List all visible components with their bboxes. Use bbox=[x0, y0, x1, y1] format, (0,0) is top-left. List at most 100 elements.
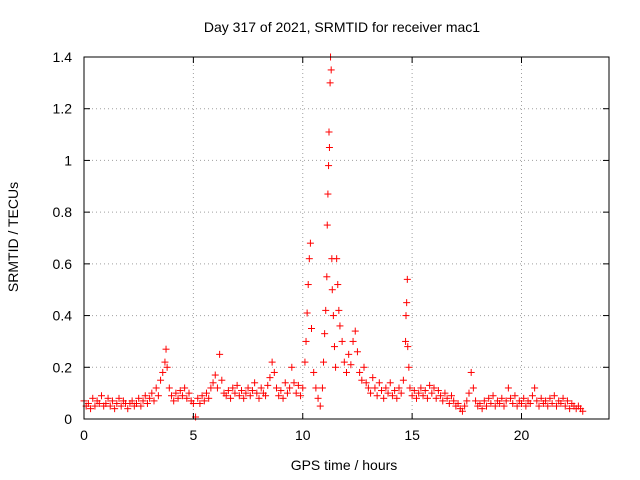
data-point bbox=[426, 381, 434, 389]
data-point bbox=[294, 381, 302, 389]
data-point bbox=[231, 389, 239, 397]
data-point bbox=[318, 384, 326, 392]
data-point bbox=[402, 312, 410, 320]
data-point bbox=[108, 397, 116, 405]
data-point bbox=[196, 399, 204, 407]
data-point bbox=[286, 384, 294, 392]
data-point bbox=[384, 389, 392, 397]
data-point bbox=[159, 368, 167, 376]
data-point bbox=[345, 350, 353, 358]
data-point bbox=[487, 399, 495, 407]
data-point bbox=[408, 392, 416, 400]
data-point bbox=[325, 162, 333, 170]
data-point bbox=[323, 273, 331, 281]
data-point bbox=[275, 392, 283, 400]
data-point bbox=[491, 402, 499, 410]
data-point bbox=[566, 405, 574, 413]
data-point bbox=[205, 394, 213, 402]
data-point bbox=[404, 343, 412, 351]
data-point bbox=[421, 387, 429, 395]
data-point bbox=[183, 394, 191, 402]
data-point bbox=[351, 327, 359, 335]
data-point bbox=[432, 394, 440, 402]
x-tick-label: 15 bbox=[404, 427, 420, 443]
y-tick-label: 1.2 bbox=[53, 101, 73, 117]
data-point bbox=[203, 389, 210, 397]
data-point bbox=[152, 384, 160, 392]
data-point bbox=[161, 358, 169, 366]
data-point bbox=[229, 384, 237, 392]
data-point bbox=[95, 399, 103, 407]
data-point bbox=[522, 402, 530, 410]
data-point bbox=[277, 387, 285, 395]
data-point bbox=[386, 379, 394, 387]
data-point bbox=[305, 255, 313, 263]
data-point bbox=[157, 376, 165, 384]
data-point bbox=[211, 371, 219, 379]
data-point bbox=[288, 363, 296, 371]
data-point bbox=[520, 394, 528, 402]
data-point bbox=[133, 399, 140, 407]
data-point bbox=[364, 384, 372, 392]
data-point bbox=[437, 392, 445, 400]
data-point bbox=[500, 402, 508, 410]
data-point bbox=[117, 402, 125, 410]
data-point bbox=[375, 379, 383, 387]
data-point bbox=[504, 384, 512, 392]
data-point bbox=[273, 384, 280, 392]
data-point bbox=[531, 384, 539, 392]
data-point bbox=[297, 392, 305, 400]
data-point bbox=[224, 387, 232, 395]
data-point bbox=[84, 399, 92, 407]
data-point bbox=[200, 397, 208, 405]
data-point bbox=[335, 306, 343, 314]
data-point bbox=[358, 376, 366, 384]
x-axis-label: GPS time / hours bbox=[291, 457, 398, 473]
data-point bbox=[369, 374, 377, 382]
data-point bbox=[172, 389, 180, 397]
data-point bbox=[257, 384, 265, 392]
y-tick-label: 0.6 bbox=[53, 256, 73, 272]
data-point bbox=[441, 389, 449, 397]
data-point bbox=[360, 363, 368, 371]
data-point bbox=[148, 389, 156, 397]
data-point bbox=[303, 309, 311, 317]
data-point bbox=[325, 128, 333, 136]
data-point bbox=[222, 392, 230, 400]
data-point bbox=[347, 361, 355, 369]
y-tick-label: 1.4 bbox=[53, 49, 73, 65]
data-point bbox=[380, 394, 388, 402]
data-point bbox=[338, 337, 346, 345]
data-point bbox=[270, 368, 278, 376]
data-point bbox=[343, 368, 350, 376]
data-point bbox=[301, 358, 309, 366]
data-point bbox=[413, 394, 420, 402]
data-point bbox=[124, 405, 132, 413]
data-point bbox=[279, 394, 287, 402]
x-tick-label: 20 bbox=[514, 427, 530, 443]
data-point bbox=[299, 384, 307, 392]
data-point bbox=[367, 389, 375, 397]
data-point bbox=[537, 394, 545, 402]
data-point bbox=[353, 348, 361, 356]
data-point bbox=[448, 392, 455, 400]
data-point bbox=[306, 239, 314, 247]
data-point bbox=[325, 144, 333, 151]
data-point bbox=[526, 399, 534, 407]
data-point bbox=[388, 392, 396, 400]
data-point bbox=[403, 275, 411, 283]
data-point bbox=[281, 379, 289, 387]
data-point bbox=[163, 363, 171, 371]
data-point bbox=[340, 358, 348, 366]
data-point bbox=[430, 384, 438, 392]
data-point bbox=[349, 337, 357, 345]
data-point bbox=[397, 389, 405, 397]
x-axis-ticks: 0 5 10 15 20 bbox=[80, 57, 529, 443]
data-point bbox=[113, 399, 121, 407]
data-point bbox=[559, 394, 567, 402]
data-point bbox=[324, 190, 332, 198]
data-point bbox=[450, 397, 458, 405]
data-point bbox=[312, 384, 320, 392]
chart-title: Day 317 of 2021, SRMTID for receiver mac… bbox=[204, 19, 480, 35]
data-point bbox=[332, 363, 340, 371]
